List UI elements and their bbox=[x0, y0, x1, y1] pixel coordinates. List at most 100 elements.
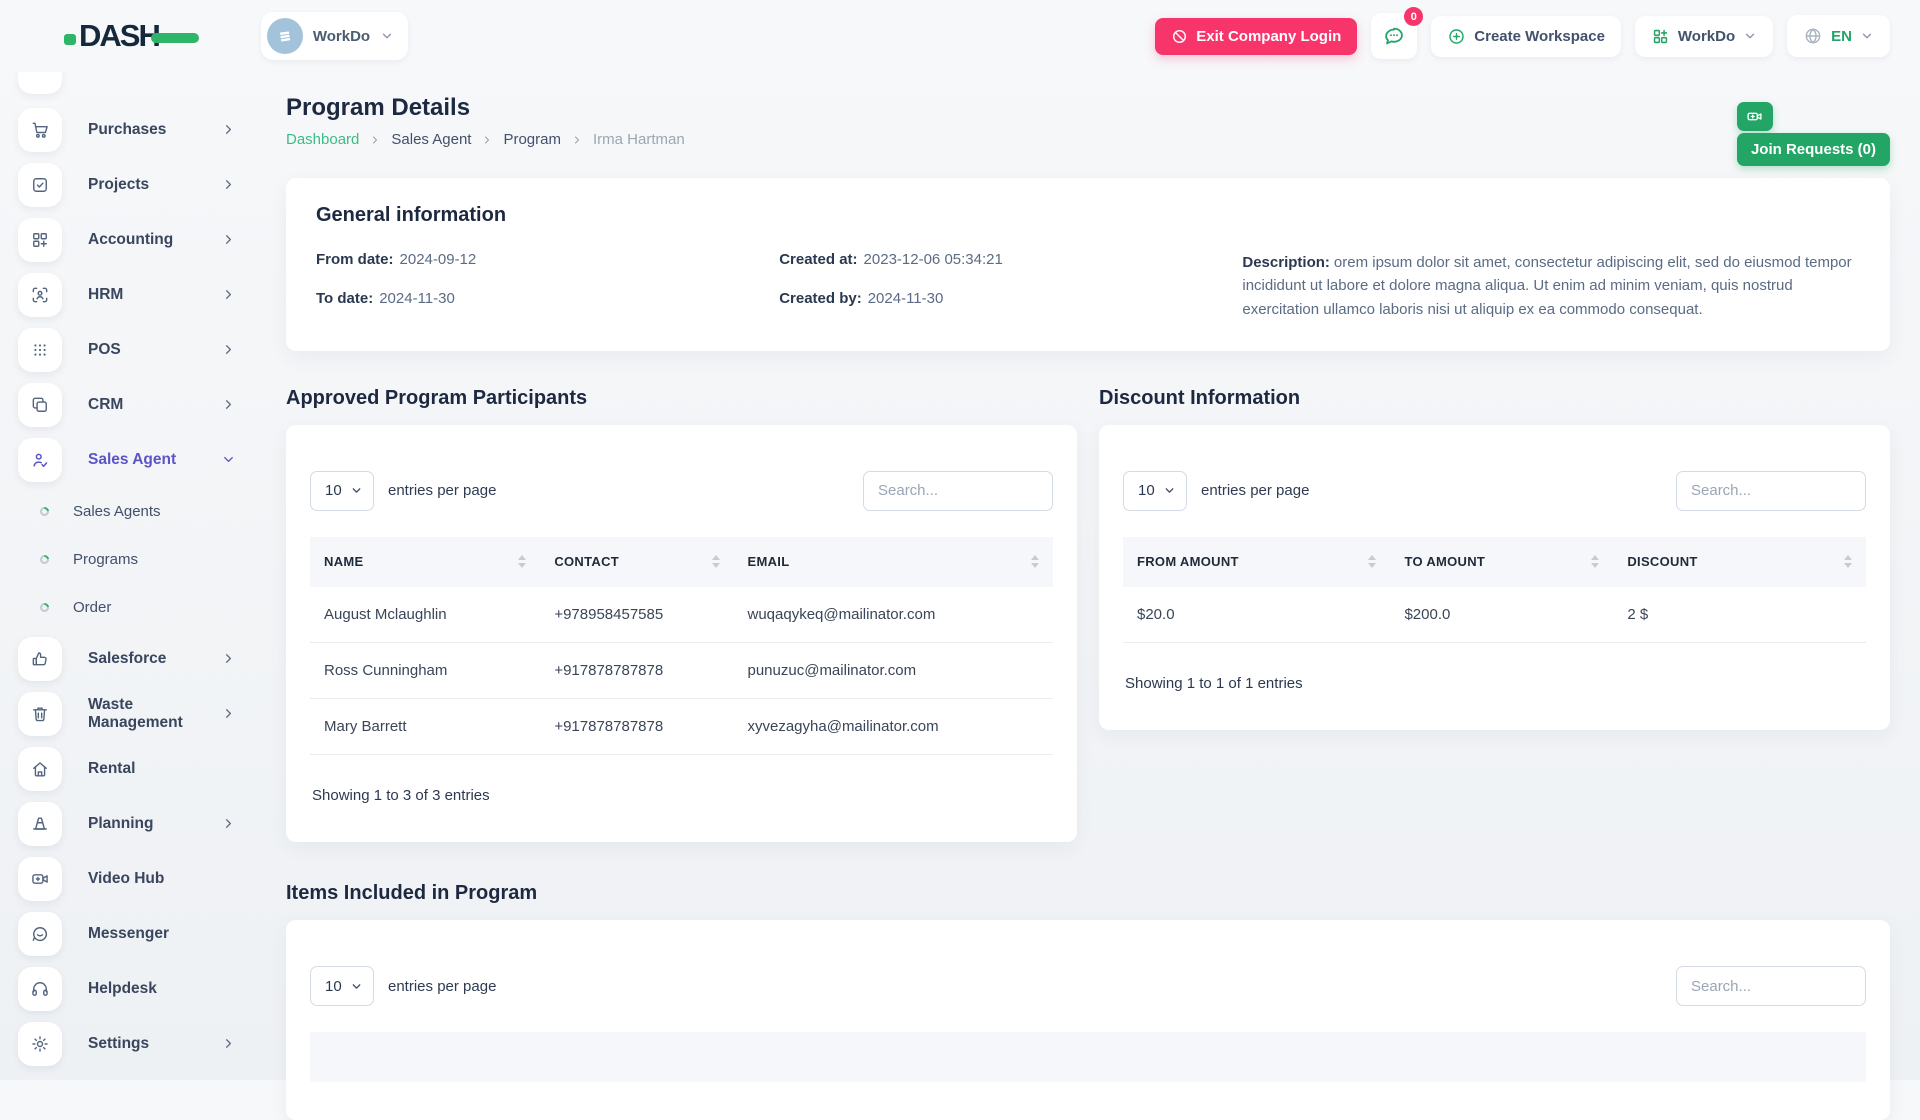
sidebar-item-helpdesk[interactable]: Helpdesk bbox=[18, 961, 262, 1016]
gear-icon bbox=[18, 1021, 62, 1066]
breadcrumb-dashboard-link[interactable]: Dashboard bbox=[286, 131, 360, 148]
participants-card: 10 entries per page NAME CONTA bbox=[286, 424, 1077, 843]
home-icon bbox=[18, 746, 62, 791]
globe-icon bbox=[1803, 26, 1823, 46]
sidebar-subitem-sales-agents[interactable]: Sales Agents bbox=[18, 487, 262, 535]
sort-icon[interactable] bbox=[711, 555, 720, 569]
created-at-value: 2023-12-06 05:34:21 bbox=[863, 251, 1003, 268]
sidebar-item-sales-agent[interactable]: Sales Agent bbox=[18, 432, 262, 487]
sidebar-item-waste-management[interactable]: Waste Management bbox=[18, 686, 262, 741]
sort-icon[interactable] bbox=[518, 555, 527, 569]
program-video-button[interactable] bbox=[1736, 102, 1773, 131]
table-cell: +917878787878 bbox=[540, 642, 734, 700]
chevron-right-icon bbox=[221, 287, 236, 302]
user-check-icon bbox=[18, 437, 62, 482]
logo-dot bbox=[64, 33, 76, 45]
discount-entries-select[interactable]: 10 bbox=[1123, 470, 1187, 511]
table-cell: +978958457585 bbox=[540, 586, 734, 644]
chevron-right-icon bbox=[481, 134, 493, 146]
participants-showing-entries: Showing 1 to 3 of 3 entries bbox=[312, 787, 490, 805]
sidebar-item-accounting[interactable]: Accounting bbox=[18, 212, 262, 267]
sort-icon[interactable] bbox=[1844, 555, 1852, 569]
sidebar-item-purchases[interactable]: Purchases bbox=[18, 102, 262, 157]
participants-table: NAME CONTACT EMAIL August Mclaughlin +97… bbox=[310, 536, 1053, 756]
sidebar-item-projects[interactable]: Projects bbox=[18, 157, 262, 212]
discount-search-input[interactable] bbox=[1676, 470, 1866, 511]
column-header-name[interactable]: NAME bbox=[310, 536, 541, 587]
breadcrumb-program[interactable]: Program bbox=[503, 131, 561, 148]
workdo-menu-button[interactable]: WorkDo bbox=[1634, 15, 1774, 57]
chevron-down-icon bbox=[350, 980, 363, 993]
description-label: Description: bbox=[1242, 254, 1330, 271]
sidebar-item-rental[interactable]: Rental bbox=[18, 741, 262, 796]
chevron-down-icon bbox=[1743, 29, 1757, 43]
items-controls: 10 entries per page bbox=[310, 966, 1866, 1007]
participants-search-input[interactable] bbox=[863, 470, 1053, 511]
thumbs-up-icon bbox=[18, 636, 62, 681]
items-search-input[interactable] bbox=[1676, 966, 1866, 1007]
language-selector[interactable]: EN bbox=[1787, 15, 1890, 57]
sidebar-item-video-hub[interactable]: Video Hub bbox=[18, 851, 262, 906]
sidebar-item-planning[interactable]: Planning bbox=[18, 796, 262, 851]
items-title: Items Included in Program bbox=[286, 882, 538, 905]
table-row: Ross Cunningham +917878787878 punuzuc@ma… bbox=[310, 642, 1053, 700]
sidebar-item-pos[interactable]: POS bbox=[18, 322, 262, 377]
workspace-switcher[interactable]: WorkDo bbox=[260, 12, 409, 60]
chevron-right-icon bbox=[571, 134, 583, 146]
ban-icon bbox=[1171, 28, 1188, 45]
sidebar-item-hrm[interactable]: HRM bbox=[18, 267, 262, 322]
participants-controls: 10 entries per page bbox=[310, 470, 1053, 511]
created-by-label: Created by: bbox=[779, 290, 862, 307]
chevron-right-icon bbox=[221, 1036, 236, 1051]
page-title: Program Details bbox=[286, 94, 471, 121]
participants-entries-select[interactable]: 10 bbox=[310, 470, 374, 511]
sidebar-subitem-order[interactable]: Order bbox=[18, 583, 262, 631]
user-scan-icon bbox=[18, 272, 62, 317]
from-date-label: From date: bbox=[316, 251, 394, 268]
browser-copy-icon bbox=[18, 382, 62, 427]
sidebar-subitem-programs[interactable]: Programs bbox=[18, 535, 262, 583]
created-at-field: Created at: 2023-12-06 05:34:21 bbox=[779, 251, 1242, 268]
column-header-contact[interactable]: CONTACT bbox=[540, 536, 734, 587]
sidebar-item-salesforce[interactable]: Salesforce bbox=[18, 631, 262, 686]
cone-icon bbox=[18, 801, 62, 846]
items-entries-select[interactable]: 10 bbox=[310, 966, 374, 1007]
exit-company-login-button[interactable]: Exit Company Login bbox=[1155, 17, 1358, 55]
column-header-discount[interactable]: DISCOUNT bbox=[1613, 536, 1866, 587]
plus-circle-icon bbox=[1447, 27, 1466, 46]
description-field: Description: orem ipsum dolor sit amet, c… bbox=[1242, 251, 1860, 321]
check-square-icon bbox=[18, 162, 62, 207]
bullet-icon bbox=[38, 600, 51, 614]
video-camera-icon bbox=[18, 856, 62, 901]
items-card: 10 entries per page bbox=[286, 920, 1890, 1120]
join-requests-group: Join Requests (0) bbox=[1736, 102, 1890, 166]
column-header-email[interactable]: EMAIL bbox=[733, 536, 1053, 587]
discount-title: Discount Information bbox=[1099, 386, 1301, 409]
sidebar-item-settings[interactable]: Settings bbox=[18, 1016, 262, 1071]
chat-bubble-icon bbox=[1385, 27, 1404, 45]
logo-bar bbox=[150, 33, 199, 43]
column-header-from-amount[interactable]: FROM AMOUNT bbox=[1123, 536, 1391, 587]
sort-icon[interactable] bbox=[1031, 555, 1039, 569]
table-cell: wuqaqykeq@mailinator.com bbox=[733, 586, 1053, 644]
join-requests-button[interactable]: Join Requests (0) bbox=[1736, 133, 1890, 166]
sidebar-item-partial[interactable] bbox=[18, 72, 62, 94]
chat-button[interactable]: 0 bbox=[1371, 7, 1424, 59]
breadcrumb-sales-agent[interactable]: Sales Agent bbox=[391, 131, 472, 148]
items-section: Items Included in Program 10 entries per… bbox=[286, 882, 1890, 1120]
entries-per-page-label: entries per page bbox=[388, 482, 497, 500]
grid-plus-icon bbox=[1651, 27, 1670, 46]
sort-icon[interactable] bbox=[1368, 555, 1377, 569]
grid-plus-icon bbox=[18, 217, 62, 262]
sidebar: Purchases Projects Accounting HRM POS bbox=[0, 72, 262, 1080]
participants-title: Approved Program Participants bbox=[286, 386, 588, 409]
language-code: EN bbox=[1831, 27, 1852, 45]
created-by-field: Created by: 2024-11-30 bbox=[779, 290, 1242, 307]
created-by-value: 2024-11-30 bbox=[867, 290, 944, 307]
sidebar-item-messenger[interactable]: Messenger bbox=[18, 906, 262, 961]
sidebar-item-crm[interactable]: CRM bbox=[18, 377, 262, 432]
column-header-to-amount[interactable]: TO AMOUNT bbox=[1390, 536, 1614, 587]
breadcrumb: Dashboard Sales Agent Program Irma Hartm… bbox=[286, 131, 1890, 148]
sort-icon[interactable] bbox=[1591, 555, 1600, 569]
create-workspace-button[interactable]: Create Workspace bbox=[1431, 15, 1621, 57]
